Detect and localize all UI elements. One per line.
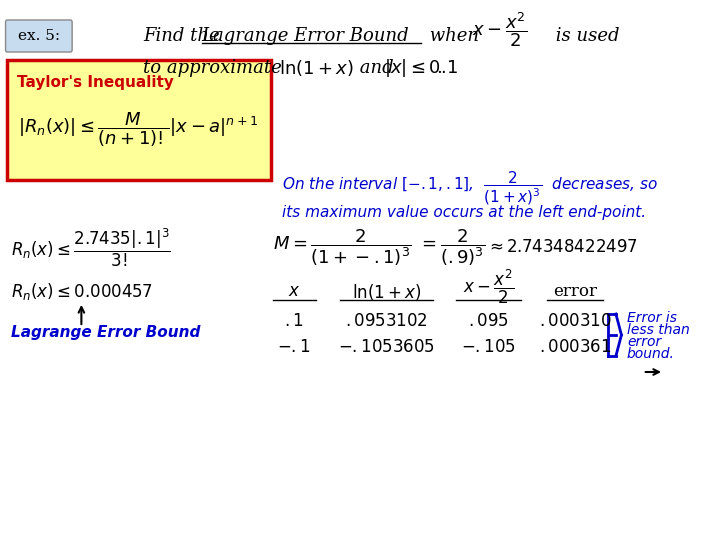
Text: Find the: Find the xyxy=(143,27,225,45)
Text: $= \dfrac{2}{(.9)^3}$: $= \dfrac{2}{(.9)^3}$ xyxy=(418,228,485,268)
Text: $x - \dfrac{x^2}{2}$: $x - \dfrac{x^2}{2}$ xyxy=(472,11,527,49)
Text: $.095$: $.095$ xyxy=(468,314,508,330)
FancyBboxPatch shape xyxy=(6,20,72,52)
Text: bound.: bound. xyxy=(627,347,675,361)
Text: and: and xyxy=(354,59,400,77)
Text: ex. 5:: ex. 5: xyxy=(18,29,60,43)
Text: $\ln(1+x)$: $\ln(1+x)$ xyxy=(352,282,421,302)
Text: $|x| \leq 0.1$: $|x| \leq 0.1$ xyxy=(384,57,458,79)
Text: $|R_n(x)| \leq \dfrac{M}{(n+1)!}|x-a|^{n+1}$: $|R_n(x)| \leq \dfrac{M}{(n+1)!}|x-a|^{n… xyxy=(19,111,258,150)
Text: to approximate: to approximate xyxy=(143,59,282,77)
Text: Lagrange Error Bound: Lagrange Error Bound xyxy=(202,27,409,45)
Text: less than: less than xyxy=(627,323,690,337)
Text: is used: is used xyxy=(550,27,620,45)
Text: $x$: $x$ xyxy=(288,284,300,300)
Text: when: when xyxy=(423,27,479,45)
Text: $x - \dfrac{x^2}{2}$: $x - \dfrac{x^2}{2}$ xyxy=(463,268,514,306)
Text: $-.1$: $-.1$ xyxy=(277,339,311,355)
Text: $-.1053605$: $-.1053605$ xyxy=(338,339,435,355)
Text: Taylor's Inequality: Taylor's Inequality xyxy=(17,75,174,90)
Text: $-.105$: $-.105$ xyxy=(461,339,516,355)
Text: $.0953102$: $.0953102$ xyxy=(345,314,428,330)
Text: .: . xyxy=(436,59,442,77)
Text: Error is: Error is xyxy=(627,311,677,325)
Text: $.000361$: $.000361$ xyxy=(539,339,611,355)
Text: $\approx 2.74348422497$: $\approx 2.74348422497$ xyxy=(485,240,637,256)
Text: $.1$: $.1$ xyxy=(284,314,304,330)
Text: $M = \dfrac{2}{(1+-.1)^3}$: $M = \dfrac{2}{(1+-.1)^3}$ xyxy=(273,228,412,268)
Text: error: error xyxy=(553,284,597,300)
Text: $.000310$: $.000310$ xyxy=(539,314,611,330)
Text: its maximum value occurs at the left end-point.: its maximum value occurs at the left end… xyxy=(282,205,646,219)
Text: Lagrange Error Bound: Lagrange Error Bound xyxy=(11,326,200,341)
Text: On the interval $[-{.1},{.1}]$,  $\dfrac{2}{(1+x)^3}$  decreases, so: On the interval $[-{.1},{.1}]$, $\dfrac{… xyxy=(282,169,658,207)
Text: $R_n(x) \leq 0.000457$: $R_n(x) \leq 0.000457$ xyxy=(11,281,153,302)
Text: error: error xyxy=(627,335,661,349)
Text: $R_n(x) \leq \dfrac{2.7435|{.1}|^3}{3!}$: $R_n(x) \leq \dfrac{2.7435|{.1}|^3}{3!}$ xyxy=(11,227,171,269)
FancyBboxPatch shape xyxy=(7,60,271,180)
Text: $\ln(1+x)$: $\ln(1+x)$ xyxy=(279,58,354,78)
